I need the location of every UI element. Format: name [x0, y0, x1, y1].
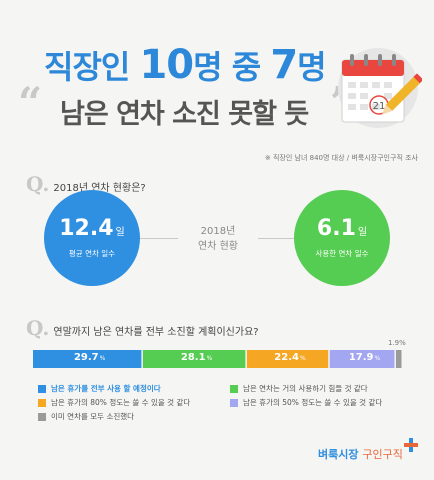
legend-label: 남은 휴가를 전부 사용 할 예정이다 — [51, 384, 161, 393]
legend-swatch — [38, 412, 46, 421]
open-quote-icon: “ — [18, 78, 43, 127]
question-2-text: 연말까지 남은 연차를 전부 소진할 계획이신가요? — [53, 327, 259, 338]
question-2: Q. 연말까지 남은 연차를 전부 소진할 계획이신가요? — [26, 316, 259, 340]
question-1: Q. 2018년 연차 현황은? — [26, 172, 146, 196]
q-mark-icon: Q. — [26, 172, 50, 196]
bar-segment-1 — [33, 350, 142, 368]
bar-segment-label-3: 22.4% — [274, 352, 306, 363]
legend-swatch — [230, 384, 238, 393]
bar-segment-label-2: 28.1% — [180, 352, 213, 363]
legend-item-5: 이미 연차를 모두 소진했다 — [38, 411, 134, 422]
bar-segment-2 — [142, 350, 246, 368]
legend-swatch — [230, 398, 238, 407]
calendar-pencil-icon: 21 — [338, 48, 422, 128]
bar-segment-3 — [246, 350, 329, 368]
stacked-bar-chart — [33, 350, 403, 368]
legend-label: 남은 휴가의 50% 정도는 쓸 수 있을 것 같다 — [243, 398, 383, 407]
brand-plus-icon — [404, 438, 418, 452]
average-leave-label: 평균 연차 일수 — [68, 248, 116, 258]
stacked-bar-svg — [33, 350, 402, 368]
svg-text:21: 21 — [373, 101, 386, 112]
legend-label: 이미 연차를 모두 소진했다 — [51, 412, 135, 421]
legend-item-4: 남은 휴가의 50% 정도는 쓸 수 있을 것 같다 — [230, 397, 382, 408]
average-leave-circle: 12.4 일 평균 연차 일수 — [44, 190, 140, 286]
legend-swatch — [38, 398, 46, 407]
legend-item-3: 남은 휴가의 80% 정도는 쓸 수 있을 것 같다 — [38, 397, 190, 408]
question-1-text: 2018년 연차 현황은? — [53, 183, 146, 194]
used-leave-value: 6.1 — [316, 215, 356, 241]
mid-label: 2018년 연차 현황 — [178, 224, 258, 254]
legend-swatch — [38, 384, 46, 393]
bar-segment-label-5: 1.9% — [388, 339, 406, 347]
legend-item-2: 남은 연차는 거의 사용하기 힘들 것 같다 — [230, 383, 368, 394]
average-leave-value: 12.4 — [59, 215, 114, 241]
title-area: 직장인 10명 중 7명 “ 남은 연차 소진 못할 듯 ” 21 — [0, 0, 434, 150]
q-mark-icon: Q. — [26, 316, 50, 340]
title-line-1: 직장인 10명 중 7명 — [44, 42, 327, 88]
legend-item-1: 남은 휴가를 전부 사용 할 예정이다 — [38, 383, 161, 394]
used-leave-circle: 6.1 일 사용한 연차 일수 — [294, 190, 390, 286]
bar-segment-label-4: 17.9% — [348, 352, 381, 363]
survey-note: ※ 직장인 남녀 840명 대상 / 벼룩시장구인구직 조사 — [264, 154, 418, 162]
title-line-2: 남은 연차 소진 못할 듯 — [60, 99, 309, 130]
used-leave-label: 사용한 연차 일수 — [315, 248, 369, 258]
brand-logo: 벼룩시장 구인구직 — [318, 448, 403, 461]
legend-label: 남은 휴가의 80% 정도는 쓸 수 있을 것 같다 — [51, 398, 191, 407]
bar-segment-5 — [395, 350, 402, 368]
bar-segment-4 — [329, 350, 395, 368]
legend-label: 남은 연차는 거의 사용하기 힘들 것 같다 — [243, 384, 368, 393]
bar-segment-label-1: 29.7% — [73, 352, 106, 363]
